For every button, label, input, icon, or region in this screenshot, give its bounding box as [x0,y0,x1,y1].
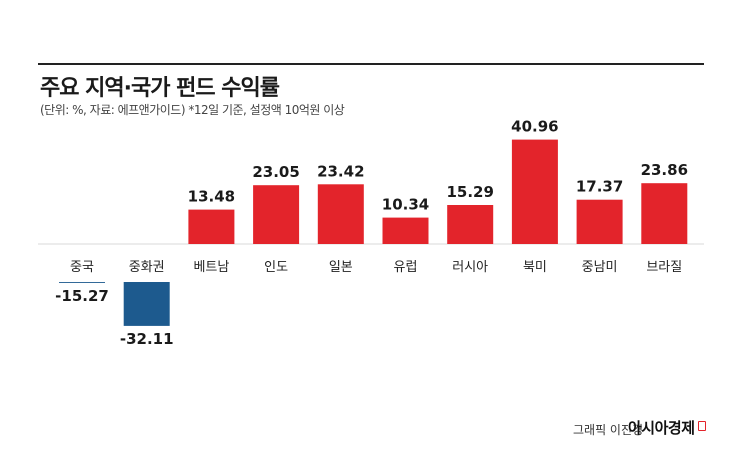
category-label-북미: 북미 [523,260,547,275]
category-label-중남미: 중남미 [582,260,618,275]
category-label-브라질: 브라질 [646,260,682,275]
category-label-중국: 중국 [70,260,94,275]
data-label-러시아: 15.29 [446,183,493,201]
category-label-인도: 인도 [264,260,288,275]
bar-일본 [317,184,364,244]
data-label-일본: 23.42 [317,162,364,180]
category-label-중화권: 중화권 [129,260,165,275]
data-label-유럽: 10.34 [382,196,429,214]
bar-베트남 [188,209,235,244]
bar-중남미 [576,199,623,244]
bar-브라질 [641,183,688,244]
bar-중국 [59,282,105,283]
chart-subtitle: (단위: %, 자료: 에프앤가이드) *12일 기준, 설정액 10억원 이상 [40,103,345,117]
category-label-유럽: 유럽 [394,260,418,275]
brand-logo: 아시아경제 [628,419,695,437]
category-label-베트남: 베트남 [193,260,229,275]
bar-인도 [253,185,300,244]
graphic-credit: 그래픽 이진경 [573,423,644,437]
data-label-중화권: -32.11 [120,330,174,348]
bar-러시아 [447,205,494,244]
data-label-북미: 40.96 [511,118,558,136]
data-label-중남미: 17.37 [576,178,623,196]
data-label-중국: -15.27 [55,287,109,305]
data-label-인도: 23.05 [252,163,299,181]
category-label-일본: 일본 [329,260,353,275]
title-rule [38,63,704,65]
data-label-베트남: 13.48 [188,188,235,206]
category-label-러시아: 러시아 [452,260,488,275]
data-label-브라질: 23.86 [641,161,688,179]
bar-유럽 [382,217,429,244]
bar-북미 [511,139,558,244]
bar-중화권 [123,282,170,326]
brand-mark-icon [698,421,706,431]
chart-title: 주요 지역·국가 펀드 수익률 [40,76,280,101]
